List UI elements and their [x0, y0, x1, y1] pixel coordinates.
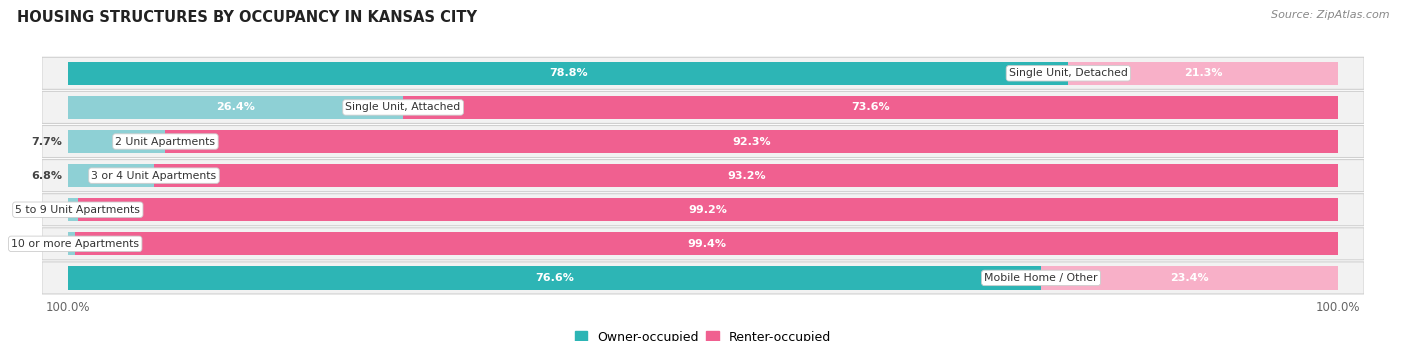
- Text: 5 to 9 Unit Apartments: 5 to 9 Unit Apartments: [15, 205, 141, 215]
- Text: 0.6%: 0.6%: [32, 239, 62, 249]
- Bar: [67, 62, 1069, 85]
- Bar: [67, 96, 404, 119]
- Text: 3 or 4 Unit Apartments: 3 or 4 Unit Apartments: [91, 170, 217, 181]
- Bar: [67, 130, 166, 153]
- Text: Single Unit, Detached: Single Unit, Detached: [1010, 68, 1128, 78]
- Bar: [166, 130, 1339, 153]
- Text: 99.2%: 99.2%: [689, 205, 727, 215]
- Text: Source: ZipAtlas.com: Source: ZipAtlas.com: [1271, 10, 1389, 20]
- FancyBboxPatch shape: [42, 125, 1364, 158]
- Text: 6.8%: 6.8%: [31, 170, 62, 181]
- Bar: [404, 96, 1339, 119]
- Text: 26.4%: 26.4%: [217, 102, 254, 113]
- FancyBboxPatch shape: [42, 91, 1364, 123]
- Text: 21.3%: 21.3%: [1184, 68, 1222, 78]
- FancyBboxPatch shape: [42, 194, 1364, 226]
- Bar: [1040, 266, 1339, 290]
- Text: HOUSING STRUCTURES BY OCCUPANCY IN KANSAS CITY: HOUSING STRUCTURES BY OCCUPANCY IN KANSA…: [17, 10, 477, 25]
- Text: 76.6%: 76.6%: [534, 273, 574, 283]
- Text: 78.8%: 78.8%: [548, 68, 588, 78]
- Text: 99.4%: 99.4%: [688, 239, 727, 249]
- Text: 73.6%: 73.6%: [852, 102, 890, 113]
- Text: Single Unit, Attached: Single Unit, Attached: [346, 102, 461, 113]
- FancyBboxPatch shape: [42, 262, 1364, 294]
- FancyBboxPatch shape: [42, 160, 1364, 192]
- Bar: [67, 198, 77, 221]
- Text: 7.7%: 7.7%: [32, 136, 62, 147]
- Text: 0.81%: 0.81%: [24, 205, 62, 215]
- Text: 23.4%: 23.4%: [1170, 273, 1209, 283]
- Bar: [67, 266, 1040, 290]
- Bar: [1067, 62, 1339, 85]
- Bar: [75, 232, 1339, 255]
- Bar: [77, 198, 1339, 221]
- Text: 92.3%: 92.3%: [733, 136, 772, 147]
- Text: 10 or more Apartments: 10 or more Apartments: [11, 239, 139, 249]
- Bar: [67, 232, 75, 255]
- FancyBboxPatch shape: [42, 228, 1364, 260]
- Bar: [67, 164, 155, 187]
- Text: 2 Unit Apartments: 2 Unit Apartments: [115, 136, 215, 147]
- Bar: [155, 164, 1339, 187]
- FancyBboxPatch shape: [42, 57, 1364, 89]
- Text: Mobile Home / Other: Mobile Home / Other: [984, 273, 1098, 283]
- Text: 93.2%: 93.2%: [727, 170, 765, 181]
- Legend: Owner-occupied, Renter-occupied: Owner-occupied, Renter-occupied: [575, 331, 831, 341]
